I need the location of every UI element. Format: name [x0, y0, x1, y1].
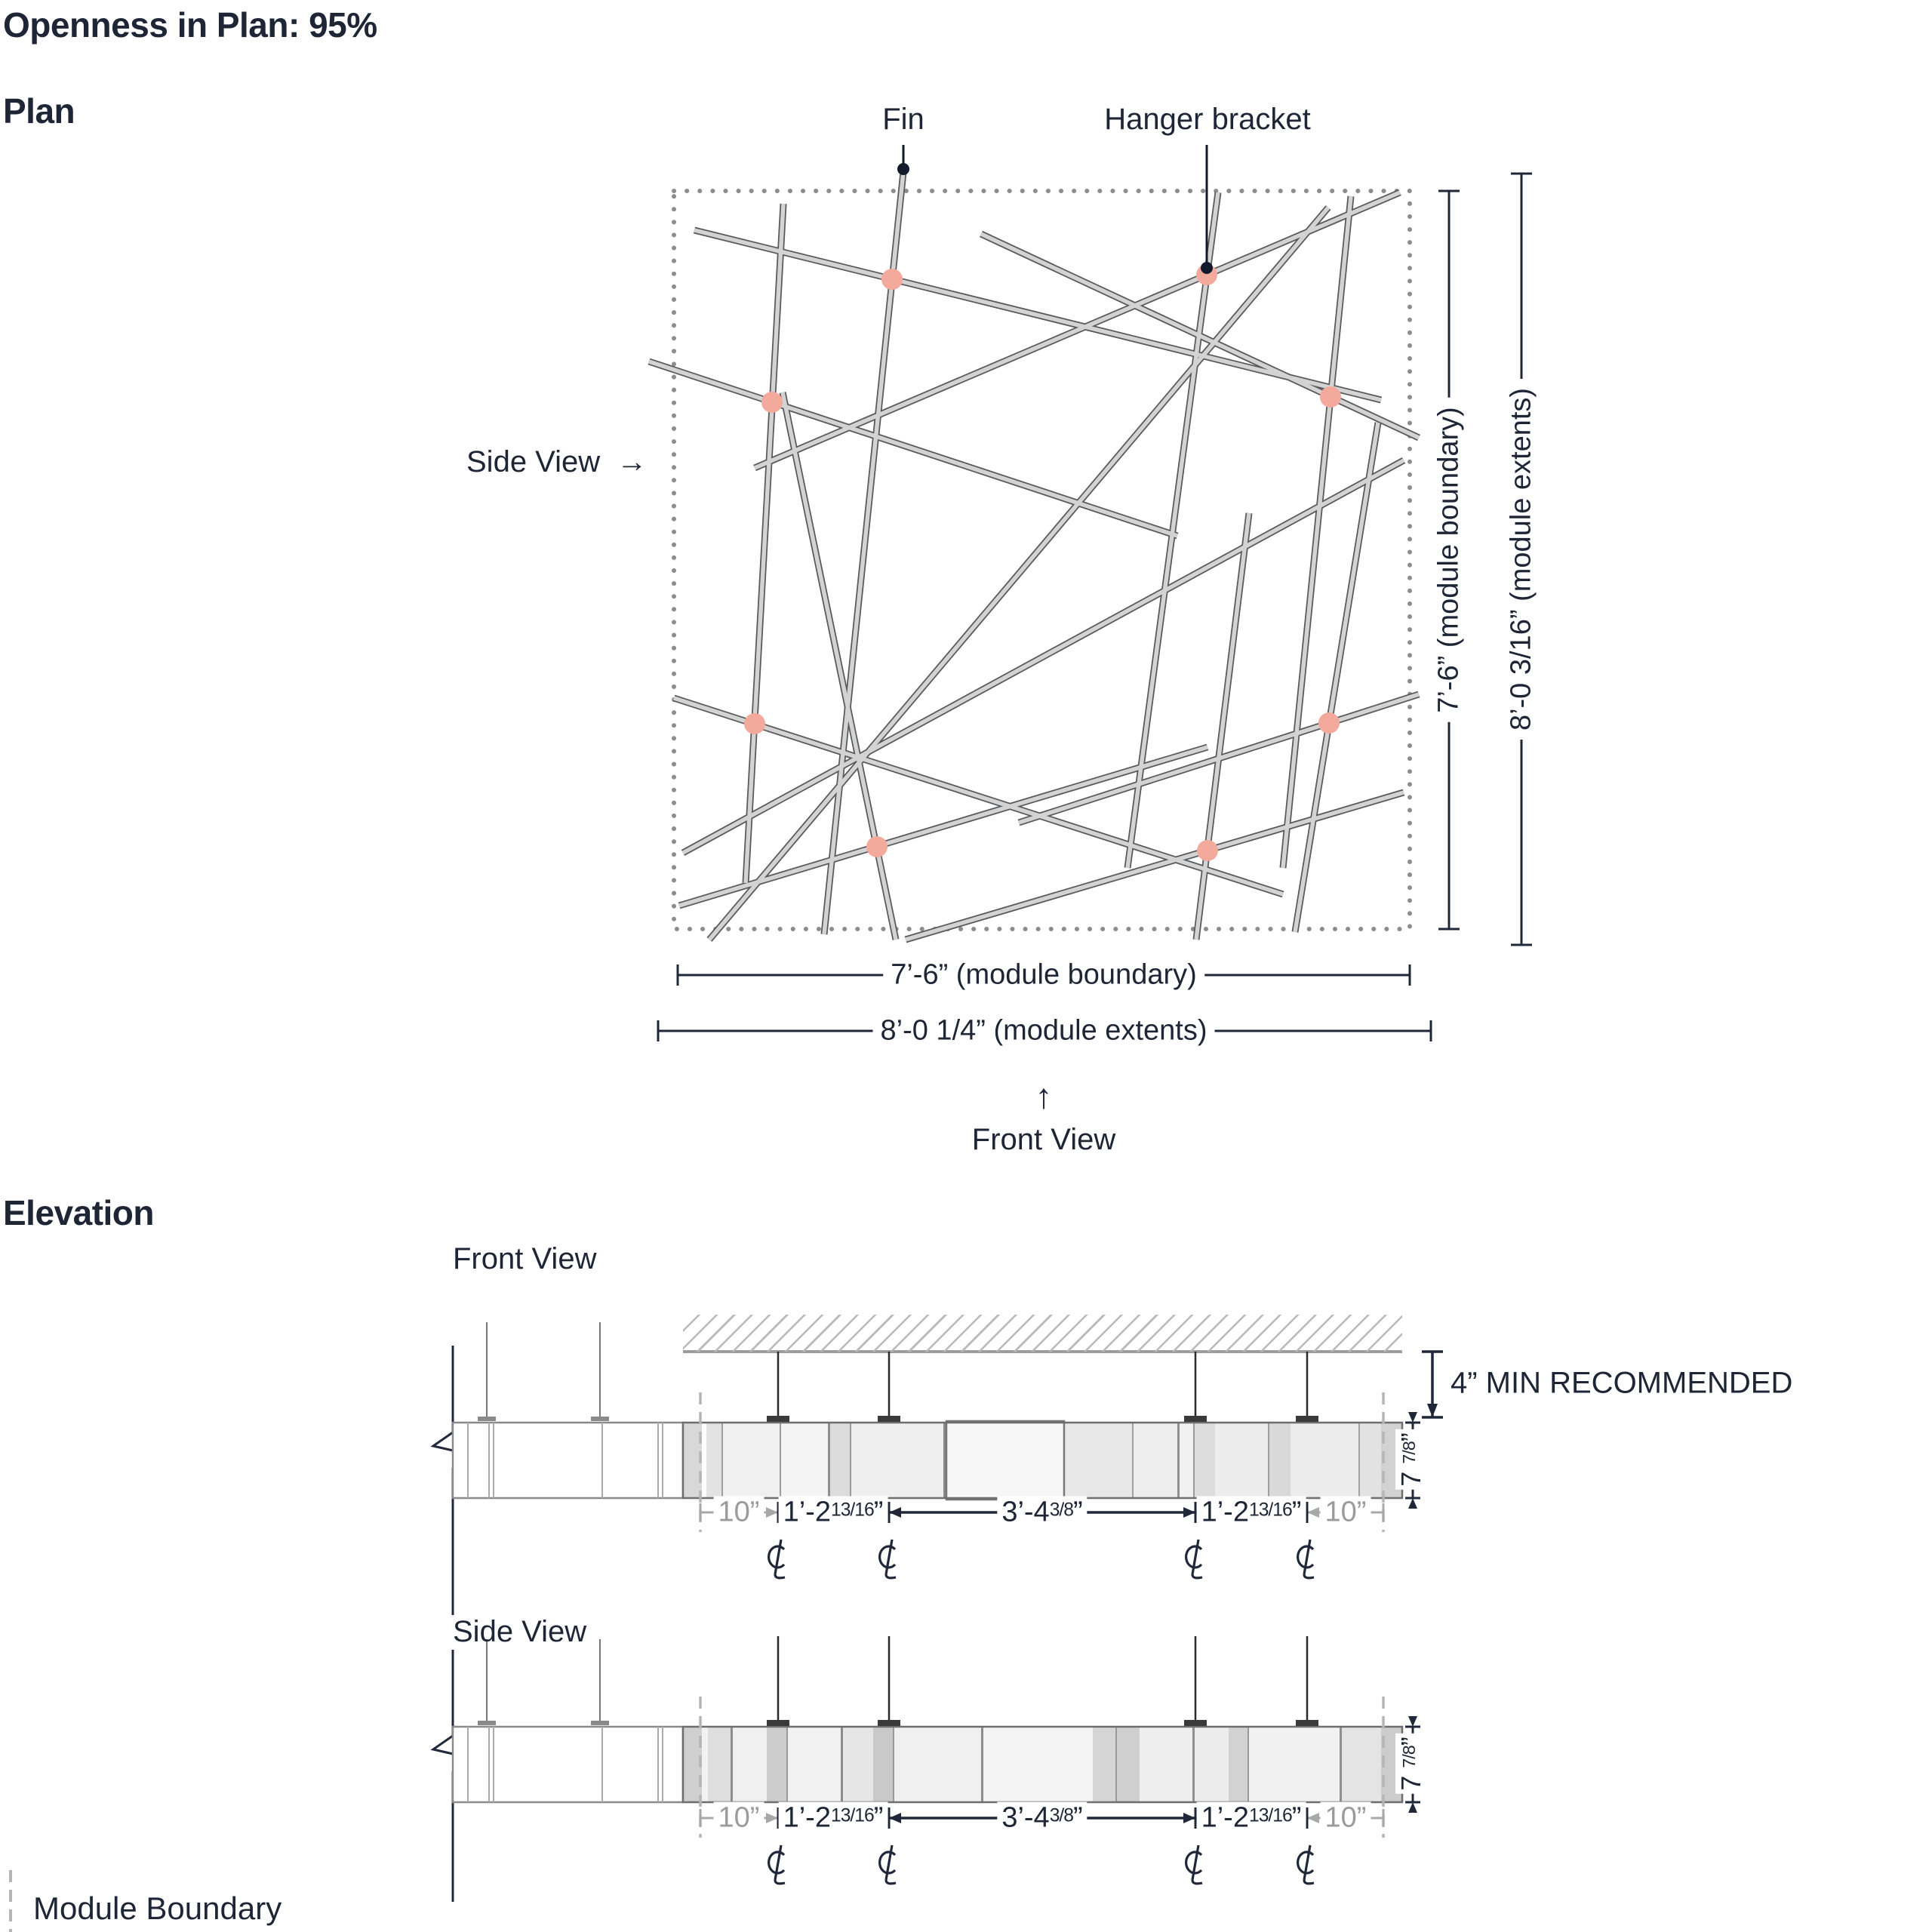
height-dim-label-side: 7 7/8” — [1395, 1734, 1427, 1794]
fin-leader-dot — [897, 163, 909, 175]
leader-lines — [902, 145, 1208, 264]
plan-side-view-label: Side View → — [466, 445, 648, 478]
right-arrow-icon: → — [617, 445, 648, 478]
hanger-bracket-label: Hanger bracket — [1104, 103, 1311, 136]
front-view-elevation-label: Front View — [453, 1242, 597, 1275]
plan-module-boundary — [672, 189, 1412, 931]
plan-view — [648, 145, 1532, 1041]
module-strip — [681, 1420, 1404, 1501]
chain-front-seg1: 1’-213/16” — [778, 1496, 888, 1529]
continuation-panel-side-fins — [467, 1727, 663, 1802]
elevation-heading: Elevation — [3, 1193, 155, 1232]
fin-label: Fin — [882, 103, 924, 136]
side-view-elevation-label: Side View — [453, 1615, 587, 1648]
chain-side-10a: 10” — [713, 1801, 764, 1835]
chain-side-10b: 10” — [1320, 1801, 1371, 1835]
fin-fills — [648, 171, 1420, 942]
module-boundary-dashed-side — [699, 1697, 1385, 1838]
continuation-panel-fins — [467, 1423, 663, 1498]
min-gap-dim — [1422, 1350, 1443, 1419]
left-hanger-rods-side — [478, 1639, 609, 1725]
elevation-front-view — [430, 1322, 1443, 1615]
dim-right-module-boundary: 7’-6” (module boundary) — [1432, 398, 1466, 722]
up-arrow-icon: ↑ — [1035, 1076, 1053, 1115]
hanger-rods — [767, 1352, 1318, 1422]
height-dim-label-front: 7 7/8” — [1395, 1429, 1427, 1490]
chain-side-seg1: 1’-213/16” — [778, 1801, 888, 1835]
min-recommended-label: 4” MIN RECOMMENDED — [1451, 1366, 1793, 1400]
dim-bottom-module-boundary: 7’-6” (module boundary) — [883, 958, 1204, 992]
chain-front-seg3: 1’-213/16” — [1196, 1496, 1306, 1529]
left-hanger-rods — [478, 1322, 609, 1421]
chain-front-10a: 10” — [713, 1496, 764, 1529]
ceiling-hatch — [683, 1315, 1402, 1352]
chain-side-seg3: 1’-213/16” — [1196, 1801, 1306, 1835]
chain-front-seg2: 3’-43/8” — [997, 1496, 1088, 1529]
dim-right-module-extents: 8’-0 3/16” (module extents) — [1505, 378, 1538, 740]
elevation-side-view — [430, 1636, 1420, 1902]
dim-bottom-module-extents: 8’-0 1/4” (module extents) — [872, 1014, 1215, 1048]
module-boundary-dashed — [699, 1392, 1385, 1532]
page-title: Openness in Plan: 95% — [3, 5, 377, 45]
hanger-leader-dot — [1201, 262, 1213, 274]
centerline-symbols-side — [768, 1844, 1315, 1885]
chain-side-seg2: 3’-43/8” — [997, 1801, 1088, 1835]
chain-front-10b: 10” — [1320, 1496, 1371, 1529]
module-strip-side — [681, 1725, 1404, 1804]
centerline-symbols-front — [768, 1538, 1315, 1580]
plan-heading: Plan — [3, 91, 75, 131]
legend-module-boundary-label: Module Boundary — [33, 1890, 282, 1926]
plan-front-view-label: Front View — [971, 1123, 1116, 1156]
hanger-rods-side — [767, 1636, 1318, 1726]
continuation-panel — [451, 1421, 685, 1500]
continuation-panel-side — [451, 1725, 685, 1804]
plan-dimension-lines — [657, 172, 1532, 1041]
